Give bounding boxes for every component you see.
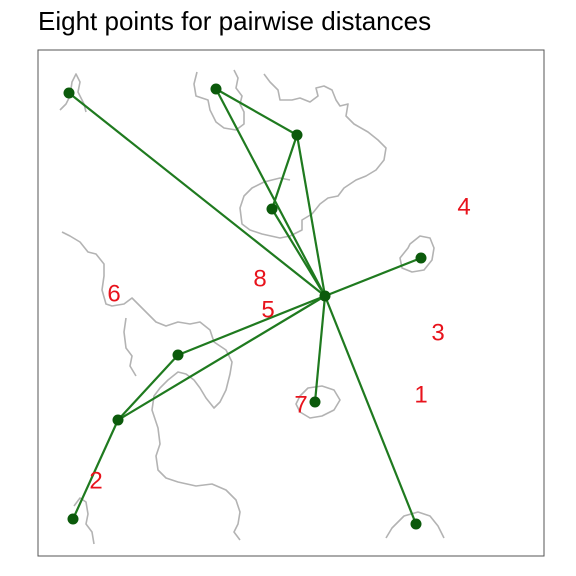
edge-line <box>215 88 326 297</box>
point-marker <box>309 396 321 408</box>
point-marker <box>210 83 222 95</box>
edge-line <box>271 208 326 297</box>
points-layer <box>63 83 427 530</box>
coastline <box>193 69 245 131</box>
point-marker <box>112 414 124 426</box>
point-number-label: 4 <box>457 193 470 220</box>
point-marker <box>67 513 79 525</box>
edges-layer <box>68 88 422 525</box>
edge-line <box>117 295 326 421</box>
edge-line <box>68 92 326 297</box>
edge-line <box>177 294 326 357</box>
point-marker <box>319 290 331 302</box>
map-title: Eight points for pairwise distances <box>38 6 432 36</box>
point-marker <box>410 518 422 530</box>
point-number-label: 6 <box>107 280 120 307</box>
point-marker <box>415 252 427 264</box>
edge-line <box>117 354 179 421</box>
coastline <box>123 317 137 377</box>
coastlines <box>59 69 445 545</box>
edge-line <box>270 134 299 210</box>
edge-line <box>323 295 418 525</box>
point-number-label: 5 <box>261 296 274 323</box>
coastline <box>385 511 445 539</box>
point-marker <box>172 349 184 361</box>
coastline <box>239 73 387 239</box>
coastline <box>73 497 95 545</box>
point-number-label: 3 <box>431 319 444 346</box>
edge-line <box>71 419 120 520</box>
point-marker <box>63 87 75 99</box>
labels-layer: 1 2 3 4 5 6 7 8 <box>89 193 470 494</box>
point-number-label: 7 <box>294 391 307 418</box>
point-marker <box>266 203 278 215</box>
edge-line <box>324 256 422 298</box>
edge-line <box>215 88 298 136</box>
coastline <box>399 235 435 273</box>
point-number-label: 2 <box>89 467 102 494</box>
coastline <box>61 231 241 541</box>
coastline <box>59 73 87 113</box>
point-number-label: 1 <box>414 381 427 408</box>
map-frame <box>37 49 545 557</box>
point-number-label: 8 <box>253 265 266 292</box>
edge-line <box>313 295 327 403</box>
point-marker <box>291 129 303 141</box>
edge-line <box>295 134 327 297</box>
